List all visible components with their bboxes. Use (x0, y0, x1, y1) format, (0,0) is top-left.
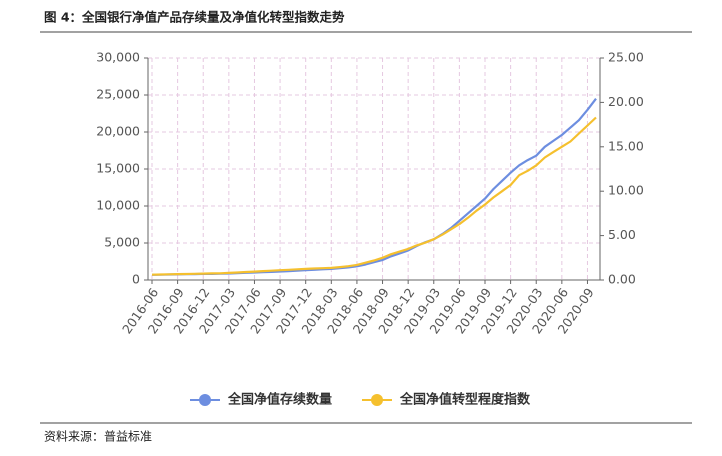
y-tick-label: 5,000 (104, 235, 140, 250)
y2-tick-label: 20.00 (608, 94, 644, 109)
y-tick-label: 25,000 (96, 87, 140, 102)
y-tick-label: 30,000 (96, 50, 140, 65)
y2-tick-label: 25.00 (608, 50, 644, 65)
y-tick-label: 10,000 (96, 198, 140, 213)
y2-tick-label: 0.00 (608, 272, 636, 287)
y-tick-label: 20,000 (96, 124, 140, 139)
y2-tick-label: 10.00 (608, 183, 644, 198)
y2-tick-label: 5.00 (608, 227, 636, 242)
y2-tick-label: 15.00 (608, 138, 644, 153)
series-line (151, 116, 597, 276)
source: 资料来源：普益标准 (44, 430, 152, 444)
legend-label: 全国净值存续数量 (227, 392, 332, 408)
series-line (151, 98, 597, 276)
y-tick-label: 15,000 (96, 161, 140, 176)
legend-marker (199, 394, 211, 406)
chart-title: 图 4：全国银行净值产品存续量及净值化转型指数走势 (44, 10, 345, 25)
legend-label: 全国净值转型程度指数 (399, 392, 531, 408)
legend-marker (371, 394, 383, 406)
y-tick-label: 0 (132, 272, 140, 287)
